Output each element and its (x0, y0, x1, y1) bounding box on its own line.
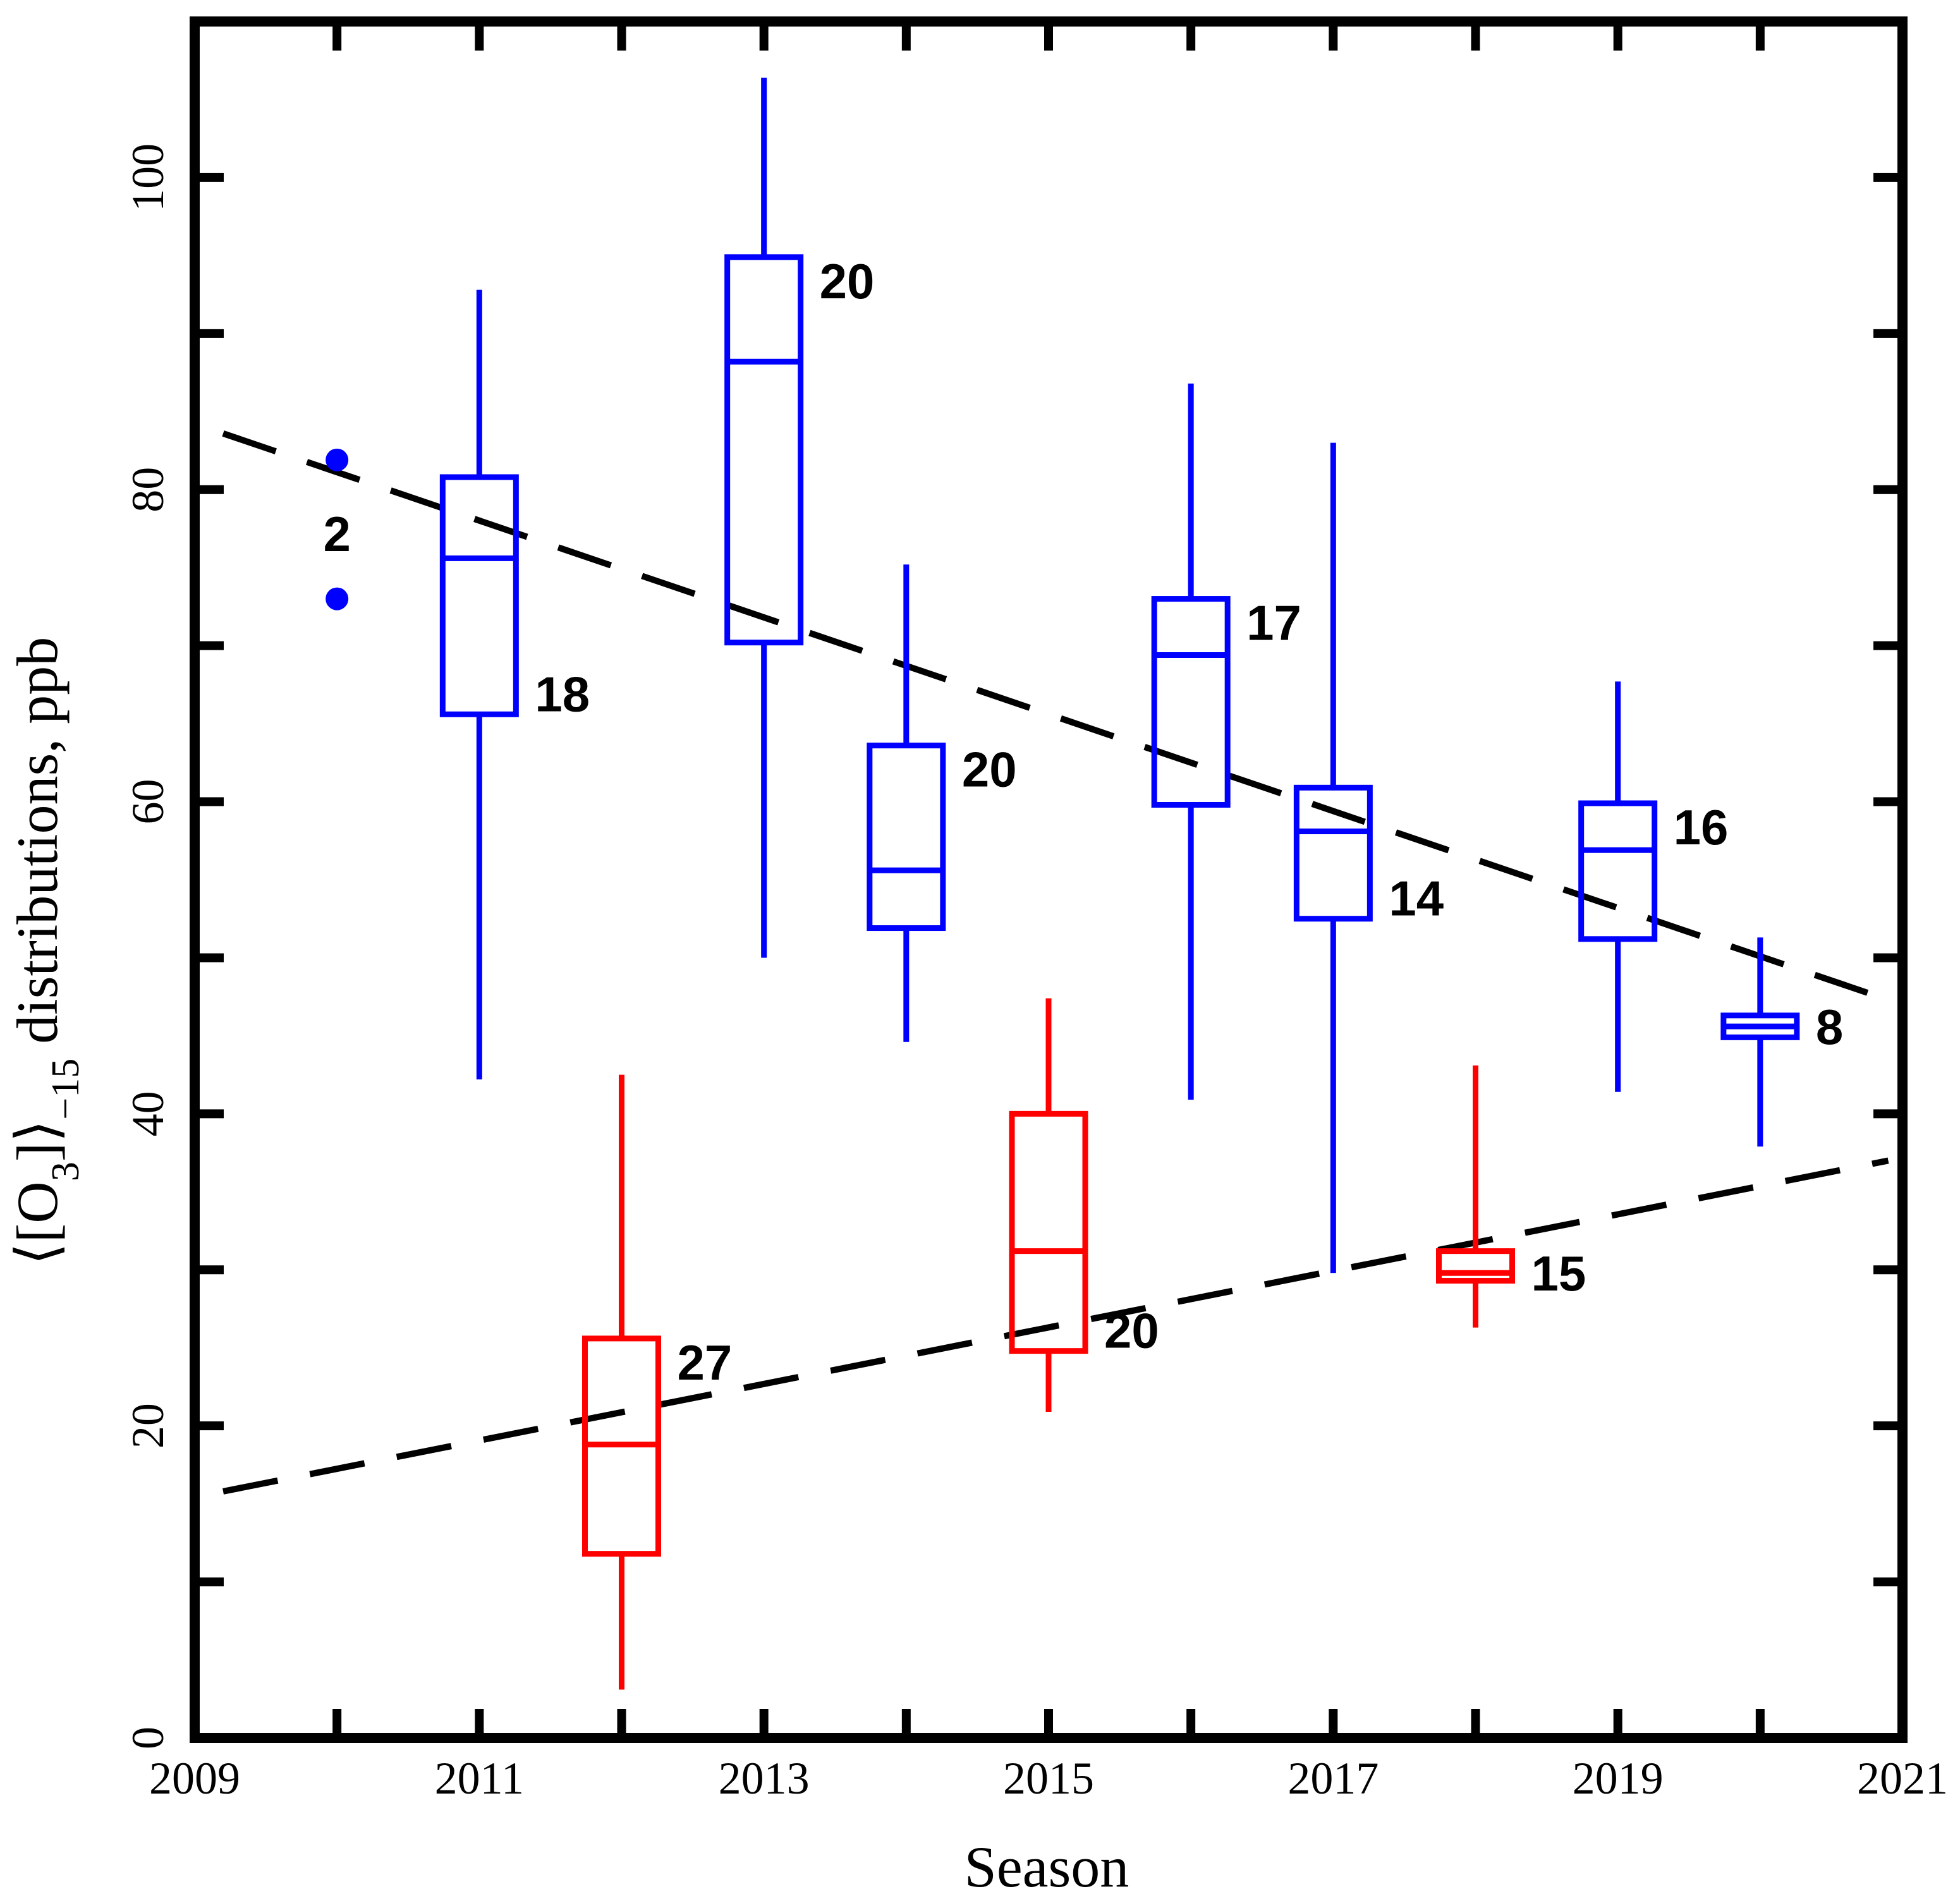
blue-box-group: 17 (1151, 383, 1301, 1100)
sample-count-label: 15 (1531, 1246, 1586, 1301)
plot-frame (190, 16, 1908, 1743)
blue-box-group: 18 (439, 289, 590, 1080)
sample-count-label: 18 (535, 666, 590, 722)
blue-box-group: 14 (1293, 442, 1444, 1273)
x-tick-label: 2015 (1003, 1753, 1094, 1804)
iqr-box (1009, 1110, 1088, 1354)
y-axis-title-close: ]⟩ (5, 1120, 70, 1162)
y-tick-label: 60 (123, 779, 173, 825)
red-box-group: 15 (1436, 1065, 1586, 1328)
iqr-box (724, 254, 804, 646)
sample-count-label: 16 (1674, 799, 1729, 855)
outlier-point (326, 448, 349, 471)
y-tick-label: 40 (123, 1091, 173, 1136)
y-axis-title-sub3: 3 (44, 1162, 87, 1181)
y-axis-title-open: ⟨[O (5, 1181, 70, 1265)
red-trend-line (222, 1157, 1889, 1495)
y-tick-label: 0 (123, 1727, 173, 1749)
iqr-box (439, 474, 519, 717)
x-axis-title: Season (965, 1835, 1129, 1899)
blue-trend-line (222, 430, 1890, 1003)
y-tick-label: 20 (123, 1403, 173, 1449)
sample-count-label: 17 (1246, 595, 1301, 651)
iqr-box (867, 743, 946, 932)
blue-series: 18 20 20 17 14 16 8 2 (323, 77, 1843, 1273)
x-tick-label: 2013 (719, 1753, 810, 1804)
blue-box-group: 20 (867, 564, 1017, 1042)
blue-box-group: 20 (724, 77, 875, 958)
sample-count-label: 20 (962, 742, 1017, 798)
sample-count-label: 20 (820, 253, 875, 309)
iqr-box (1293, 784, 1373, 922)
red-series: 27 20 15 (582, 998, 1586, 1690)
chart-marks: 18 20 20 17 14 16 8 2 27 20 15 (222, 77, 1890, 1690)
red-box-group: 20 (1009, 998, 1159, 1412)
outlier-point (326, 587, 349, 610)
sample-count-label: 2 (323, 506, 350, 562)
x-tick-label: 2011 (435, 1753, 524, 1804)
sample-count-label: 14 (1389, 871, 1444, 926)
iqr-box (1578, 800, 1658, 942)
x-tick-label: 2021 (1857, 1753, 1948, 1804)
sample-count-label: 8 (1816, 999, 1843, 1055)
y-axis-title-rest: distributions, ppb (5, 637, 70, 1059)
x-tick-label: 2019 (1573, 1753, 1664, 1804)
iqr-box (1151, 596, 1231, 808)
iqr-box (1436, 1248, 1515, 1284)
y-tick-label: 100 (123, 143, 173, 212)
y-axis-title-subscript: −15 (44, 1059, 87, 1120)
blue-box-group: 8 (1720, 937, 1843, 1147)
y-axis-title: ⟨[O3]⟩−15 distributions, ppb (5, 637, 87, 1266)
x-tick-label: 2009 (149, 1753, 240, 1804)
blue-box-group: 16 (1578, 681, 1729, 1092)
sample-count-label: 27 (678, 1335, 733, 1390)
red-box-group: 27 (582, 1074, 733, 1690)
sample-count-label: 20 (1104, 1303, 1159, 1359)
x-tick-label: 2017 (1287, 1753, 1379, 1804)
y-tick-label: 80 (123, 467, 173, 513)
